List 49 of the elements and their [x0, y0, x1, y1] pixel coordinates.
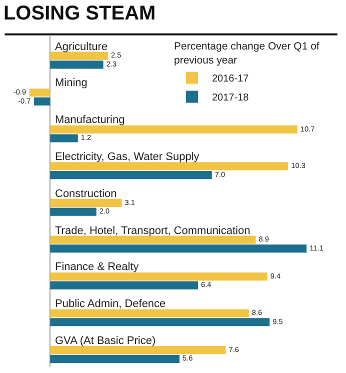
y-tick-label: Electricity, Gas, Water Supply [55, 151, 200, 163]
data-label: -0.9 [13, 87, 26, 96]
data-label: 11.1 [310, 243, 324, 252]
bar [50, 52, 108, 60]
bar [50, 272, 268, 281]
y-tick-label: Public Admin, Defence [55, 298, 166, 310]
data-label: 8.6 [252, 308, 262, 318]
y-tick-label: GVA (At Basic Price) [55, 335, 156, 347]
data-label: 3.1 [124, 198, 136, 207]
data-label: 9.4 [270, 271, 281, 280]
bar [50, 162, 288, 170]
bar [50, 170, 212, 180]
data-label: 9.5 [272, 316, 283, 326]
legend-label: 2016-17 [212, 74, 250, 85]
bar [50, 60, 104, 69]
data-label: 10.7 [300, 124, 315, 134]
data-label: 7.0 [214, 170, 226, 179]
y-tick-label: Manufacturing [55, 114, 125, 126]
bar [29, 88, 50, 97]
data-label: 8.9 [258, 234, 270, 244]
bar [50, 354, 180, 363]
bar [50, 208, 96, 216]
data-label: 2.3 [106, 60, 117, 69]
chart-title: LOSING STEAM [3, 2, 156, 25]
data-label: 2.5 [110, 50, 122, 60]
bar [50, 346, 226, 354]
data-label: 5.6 [182, 354, 193, 363]
bar [50, 236, 256, 244]
y-tick-label: Trade, Hotel, Transport, Communication [55, 225, 250, 237]
y-tick-label: Mining [55, 77, 88, 89]
y-tick-label: Agriculture [55, 41, 108, 53]
data-label: 7.6 [228, 344, 239, 354]
bar [50, 244, 307, 253]
y-tick-label: Construction [55, 188, 117, 200]
bar [50, 318, 270, 326]
bar [50, 134, 78, 142]
bar [50, 198, 122, 208]
bar [50, 125, 298, 134]
data-label: 2.0 [99, 206, 110, 216]
data-label: 1.2 [80, 133, 92, 142]
y-tick-label: Finance & Realty [55, 261, 140, 273]
bar [50, 281, 198, 290]
data-label: -0.7 [18, 96, 31, 106]
data-label: 6.4 [201, 280, 212, 290]
data-label: 10.3 [291, 161, 306, 170]
legend-title: Percentage change Over Q1 of previous year [174, 40, 320, 66]
bar [34, 97, 50, 106]
legend-label: 2017-18 [212, 92, 250, 104]
bar [50, 309, 249, 318]
